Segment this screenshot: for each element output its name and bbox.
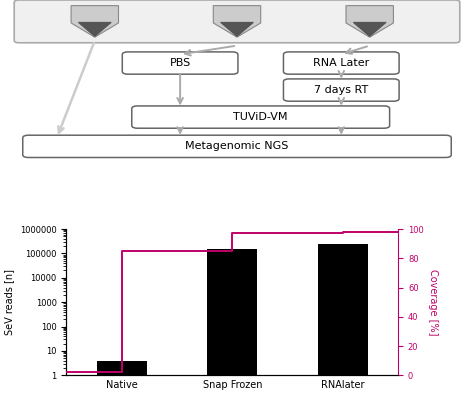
FancyBboxPatch shape [283,79,399,101]
FancyBboxPatch shape [283,52,399,74]
Text: TUViD-VM: TUViD-VM [234,112,288,122]
FancyBboxPatch shape [23,135,451,158]
Y-axis label: SeV reads [n]: SeV reads [n] [4,269,14,335]
Polygon shape [78,22,111,37]
Bar [207,249,257,395]
Bar [318,244,368,395]
FancyBboxPatch shape [122,52,238,74]
Text: Metagenomic NGS: Metagenomic NGS [185,141,289,151]
Bar [97,361,146,395]
Polygon shape [346,6,393,37]
Polygon shape [220,22,254,37]
Polygon shape [213,6,261,37]
Y-axis label: Coverage [%]: Coverage [%] [428,269,438,335]
Polygon shape [353,22,386,37]
Text: PBS: PBS [170,58,191,68]
FancyBboxPatch shape [14,0,460,43]
Text: 7 days RT: 7 days RT [314,85,368,95]
Text: RNA Later: RNA Later [313,58,369,68]
Polygon shape [71,6,118,37]
FancyBboxPatch shape [132,106,390,128]
